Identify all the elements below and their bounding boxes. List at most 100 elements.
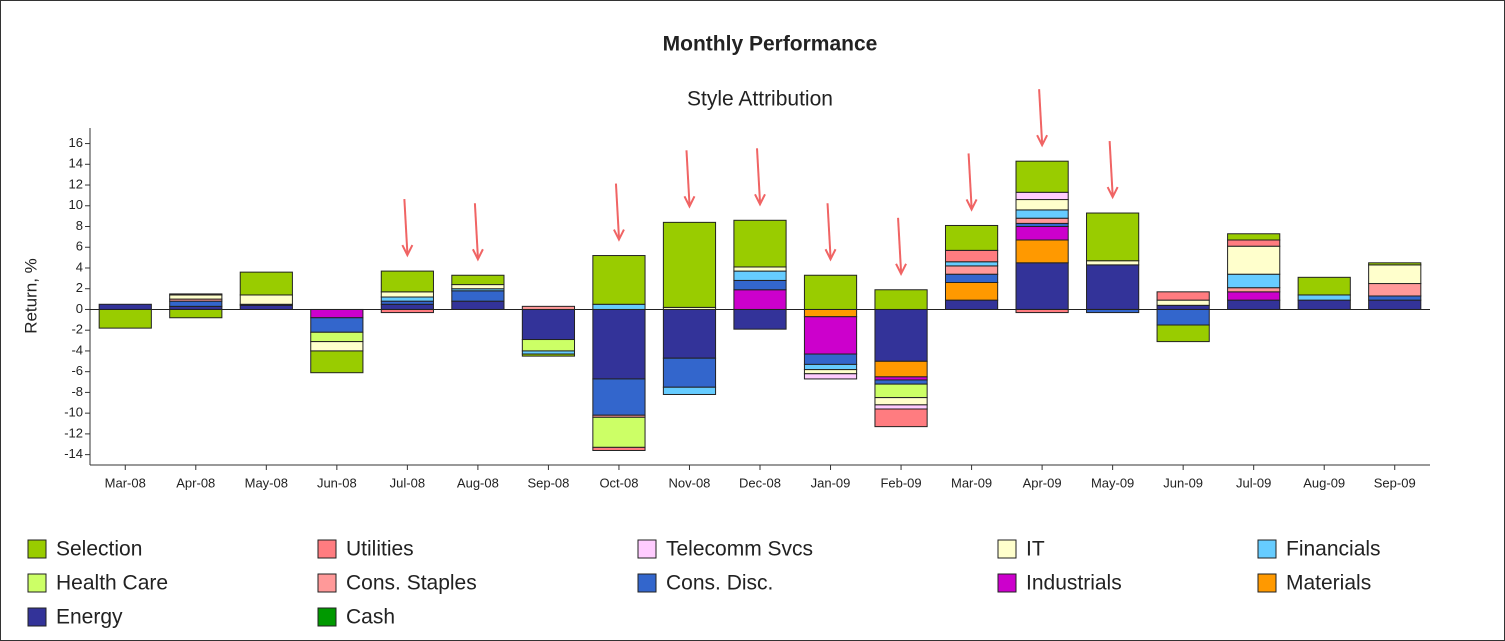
bar-segment [1156, 324, 1210, 343]
bar-segment [451, 290, 505, 302]
arrow-head [683, 195, 696, 209]
chart-subtitle: Style Attribution [687, 88, 833, 111]
bar-segment [1086, 264, 1140, 310]
bar-segment [874, 408, 928, 428]
bar-segment [592, 303, 646, 310]
arrow-head [401, 244, 414, 258]
x-tick-label: Apr-08 [176, 475, 215, 490]
bar-segment [1297, 276, 1351, 296]
bar-segment [521, 339, 576, 352]
legend-swatch [1257, 573, 1277, 593]
y-axis-label: Return, % [21, 258, 40, 334]
legend-label: Cons. Staples [346, 572, 477, 595]
bar-segment [662, 221, 717, 308]
bar-segment [803, 373, 858, 380]
bar-segment [1015, 209, 1069, 219]
bar-segment [1368, 264, 1422, 285]
bar-segment [169, 293, 223, 296]
y-tick-label: 12 [69, 176, 83, 191]
chart-title: Monthly Performance [663, 33, 878, 56]
x-tick-label: May-09 [1091, 475, 1134, 490]
y-tick-label: 14 [69, 156, 83, 171]
bar-segment [733, 219, 787, 268]
bar-segment [733, 270, 787, 281]
x-tick-label: Nov-08 [669, 475, 711, 490]
legend-label: IT [1026, 538, 1045, 561]
legend-label: Telecomm Svcs [666, 538, 813, 561]
bar-segment [592, 255, 646, 305]
bar-segment [1227, 233, 1281, 241]
legend-swatch [27, 539, 47, 559]
bar-segment [944, 261, 999, 267]
y-tick-label: 16 [69, 135, 83, 150]
bar-segment [803, 369, 858, 375]
x-tick-label: Jul-09 [1236, 475, 1271, 490]
legend-label: Utilities [346, 538, 414, 561]
y-tick-label: -10 [64, 405, 83, 420]
bar-segment [1086, 260, 1140, 266]
x-tick-label: Jan-09 [811, 475, 851, 490]
bar-segment [874, 404, 928, 410]
arrow-head [472, 248, 484, 262]
bar-segment [451, 284, 505, 290]
bar-segment [1015, 217, 1069, 224]
bar-segment [310, 331, 364, 343]
bar-segment [1227, 245, 1281, 275]
bar-segment [592, 378, 646, 416]
bar-segment [1015, 191, 1069, 201]
bar-segment [944, 224, 999, 251]
y-tick-label: 10 [69, 197, 83, 212]
bar-segment [733, 289, 787, 310]
bar-segment [592, 308, 646, 380]
bar-segment [1156, 291, 1210, 301]
x-tick-label: Sep-08 [527, 475, 569, 490]
bar-segment [1015, 199, 1069, 211]
bar-segment [1086, 212, 1140, 262]
bar-segment [380, 296, 434, 302]
bar-segment [239, 271, 293, 296]
legend-swatch [317, 573, 337, 593]
arrow-head [965, 199, 978, 212]
legend-swatch [997, 539, 1017, 559]
y-tick-label: 4 [76, 259, 83, 274]
legend-swatch [1257, 539, 1277, 559]
bar-segment [451, 300, 505, 310]
bar-segment [310, 317, 364, 333]
x-tick-label: Apr-09 [1023, 475, 1062, 490]
bar-segment [1156, 299, 1210, 306]
arrow-head [824, 248, 837, 262]
bar-segment [380, 291, 434, 298]
bar-segment [592, 416, 646, 448]
legend-swatch [27, 573, 47, 593]
bar-segment [1156, 308, 1210, 326]
bar-segment [874, 289, 928, 310]
bar-segment [169, 308, 223, 319]
bar-segment [521, 308, 576, 341]
bar-segment [1368, 262, 1422, 266]
legend-swatch [637, 539, 657, 559]
x-tick-label: Sep-09 [1374, 475, 1416, 490]
legend-swatch [997, 573, 1017, 593]
arrow-shaft [826, 203, 832, 258]
bar-segment [803, 274, 858, 310]
y-tick-label: 0 [76, 301, 83, 316]
bar-segment [98, 303, 152, 310]
bar-segment [1015, 160, 1069, 193]
arrow-shaft [756, 148, 761, 203]
bar-segment [944, 282, 999, 301]
bar-segment [733, 308, 787, 330]
arrow-shaft [685, 150, 691, 205]
arrow-shaft [967, 153, 973, 208]
bar-segment [874, 360, 928, 378]
bar-segment [1297, 299, 1351, 310]
bar-segment [1368, 299, 1422, 310]
bar-segment [1227, 287, 1281, 293]
legend-label: Energy [56, 606, 123, 629]
bar-segment [1368, 295, 1422, 301]
bar-segment [169, 300, 223, 307]
bar-segment [1368, 283, 1422, 297]
x-tick-label: Jun-09 [1163, 475, 1203, 490]
bar-segment [944, 249, 999, 263]
arrow-head [613, 229, 625, 242]
